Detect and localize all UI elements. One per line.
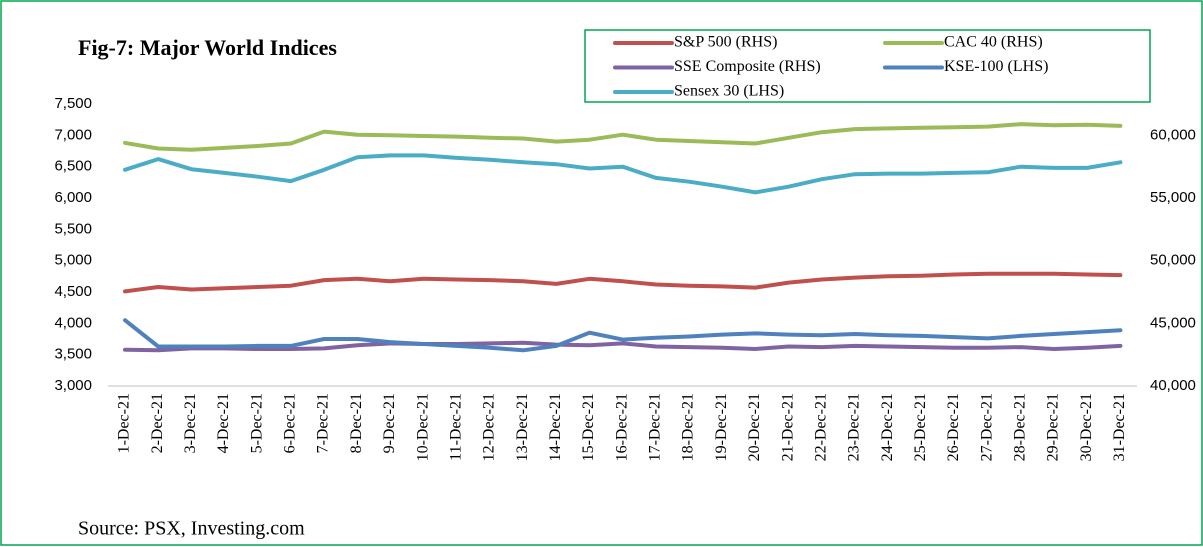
x-tick-label: 2-Dec-21	[149, 393, 166, 453]
x-tick-label: 17-Dec-21	[647, 393, 664, 461]
x-tick-label: 14-Dec-21	[547, 393, 564, 461]
x-tick-label: 23-Dec-21	[846, 393, 863, 461]
source-note: Source: PSX, Investing.com	[78, 518, 305, 540]
y2-tick-label: 50,000	[1150, 252, 1196, 269]
x-tick-label: 20-Dec-21	[746, 393, 763, 461]
x-tick-label: 10-Dec-21	[414, 393, 431, 461]
x-tick-label: 8-Dec-21	[348, 393, 365, 453]
x-tick-label: 11-Dec-21	[447, 393, 464, 461]
x-tick-label: 12-Dec-21	[481, 393, 498, 461]
x-tick-label: 6-Dec-21	[282, 393, 299, 453]
y2-tick-label: 60,000	[1150, 126, 1196, 143]
legend-label: KSE-100 (LHS)	[944, 58, 1048, 75]
series-line	[123, 318, 1123, 353]
series-line	[123, 153, 1123, 195]
x-tick-label: 19-Dec-21	[713, 393, 730, 461]
y2-tick-label: 55,000	[1150, 189, 1196, 206]
x-tick-label: 9-Dec-21	[381, 393, 398, 453]
series-line	[123, 271, 1123, 294]
y-tick-label: 5,500	[54, 220, 92, 237]
chart-title: Fig-7: Major World Indices	[78, 35, 337, 60]
x-tick-label: 13-Dec-21	[514, 393, 531, 461]
series-line	[123, 122, 1123, 152]
x-tick-label: 31-Dec-21	[1111, 393, 1128, 461]
y2-tick-label: 45,000	[1150, 314, 1196, 331]
x-tick-label: 15-Dec-21	[580, 393, 597, 461]
y-tick-label: 7,000	[54, 126, 92, 143]
x-tick-label: 26-Dec-21	[945, 393, 962, 461]
x-tick-label: 7-Dec-21	[315, 393, 332, 453]
x-tick-label: 25-Dec-21	[912, 393, 929, 461]
x-tick-label: 4-Dec-21	[215, 393, 232, 453]
x-tick-label: 28-Dec-21	[1012, 393, 1029, 461]
x-tick-label: 16-Dec-21	[613, 393, 630, 461]
x-tick-label: 18-Dec-21	[680, 393, 697, 461]
y-tick-label: 6,000	[54, 189, 92, 206]
legend-label: SSE Composite (RHS)	[674, 58, 821, 75]
x-tick-label: 29-Dec-21	[1045, 393, 1062, 461]
y-tick-label: 3,000	[54, 377, 92, 394]
x-tick-label: 27-Dec-21	[978, 393, 995, 461]
x-tick-label: 22-Dec-21	[812, 393, 829, 461]
x-tick-label: 3-Dec-21	[182, 393, 199, 453]
y-tick-label: 5,000	[54, 252, 92, 269]
x-tick-label: 5-Dec-21	[248, 393, 265, 453]
x-tick-label: 30-Dec-21	[1078, 393, 1095, 461]
legend-label: Sensex 30 (LHS)	[674, 83, 784, 100]
y-tick-label: 3,500	[54, 346, 92, 363]
x-tick-label: 24-Dec-21	[879, 393, 896, 461]
y-tick-label: 4,000	[54, 314, 92, 331]
y-tick-label: 4,500	[54, 283, 92, 300]
legend-label: CAC 40 (RHS)	[944, 34, 1043, 51]
y2-tick-label: 40,000	[1150, 377, 1196, 394]
series-line	[123, 340, 1123, 353]
y-tick-label: 6,500	[54, 158, 92, 175]
x-tick-label: 21-Dec-21	[779, 393, 796, 461]
legend-box	[584, 29, 1151, 103]
x-tick-label: 1-Dec-21	[116, 393, 133, 453]
y-tick-label: 7,500	[54, 95, 92, 112]
legend-label: S&P 500 (RHS)	[674, 34, 777, 51]
